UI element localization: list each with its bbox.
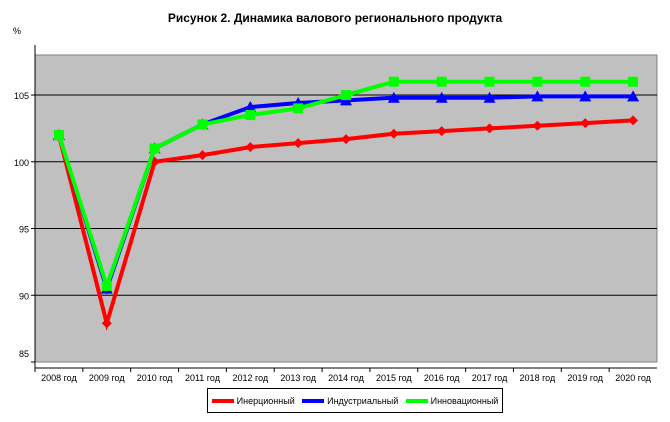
data-point-innovative bbox=[101, 280, 112, 291]
data-point-innovative bbox=[53, 130, 64, 141]
x-tick-label: 2019 год bbox=[567, 373, 603, 383]
data-point-innovative bbox=[245, 110, 256, 121]
legend-swatch-triangle-icon bbox=[302, 398, 325, 403]
data-point-innovative bbox=[197, 119, 208, 130]
data-point-innovative bbox=[341, 90, 351, 101]
legend-swatch-square-icon bbox=[405, 398, 428, 403]
data-point-industrial bbox=[579, 90, 592, 102]
y-tick-label: 90 bbox=[19, 291, 29, 301]
data-point-industrial bbox=[244, 101, 257, 113]
data-point-innovative bbox=[484, 76, 495, 87]
x-tick-label: 2015 год bbox=[376, 373, 412, 383]
legend-item-innovative: Инновационный bbox=[405, 395, 499, 406]
y-axis-label: % bbox=[13, 26, 21, 36]
data-point-inertial bbox=[101, 318, 112, 329]
data-point-industrial bbox=[483, 91, 496, 103]
data-point-industrial bbox=[387, 91, 400, 103]
data-point-innovative bbox=[293, 103, 304, 114]
x-tick-label: 2017 год bbox=[472, 373, 508, 383]
x-tick-label: 2020 год bbox=[615, 373, 651, 383]
data-point-inertial bbox=[436, 126, 447, 137]
data-point-innovative bbox=[149, 143, 160, 154]
data-point-inertial bbox=[245, 142, 256, 153]
x-tick-label: 2016 год bbox=[424, 373, 460, 383]
x-tick-label: 2008 год bbox=[41, 373, 77, 383]
data-point-inertial bbox=[388, 128, 399, 139]
legend-swatch-diamond-icon bbox=[211, 398, 234, 403]
data-point-industrial bbox=[627, 90, 640, 102]
y-tick-label: 105 bbox=[14, 91, 29, 101]
legend-item-industrial: Индустриальный bbox=[302, 396, 398, 406]
data-point-inertial bbox=[484, 123, 495, 134]
legend-item-inertial: Инерционный bbox=[211, 395, 295, 406]
data-point-inertial bbox=[532, 120, 543, 131]
data-point-industrial bbox=[531, 90, 544, 102]
y-tick-label: 95 bbox=[19, 225, 29, 235]
x-tick-label: 2018 год bbox=[520, 373, 556, 383]
data-point-innovative bbox=[436, 76, 447, 87]
chart-title: Рисунок 2. Динамика валового регионально… bbox=[167, 11, 503, 25]
data-point-inertial bbox=[341, 134, 351, 145]
data-point-inertial bbox=[628, 115, 639, 126]
data-point-innovative bbox=[580, 76, 591, 87]
data-point-inertial bbox=[293, 138, 304, 149]
data-point-innovative bbox=[628, 76, 639, 87]
legend-label: Инерционный bbox=[236, 395, 295, 406]
x-tick-label: 2014 год bbox=[328, 373, 364, 383]
data-point-innovative bbox=[388, 76, 399, 87]
x-tick-label: 2009 год bbox=[89, 373, 125, 383]
data-point-innovative bbox=[532, 76, 543, 87]
y-tick-label: 100 bbox=[14, 158, 29, 168]
data-point-inertial bbox=[197, 150, 208, 161]
legend-label: Индустриальный bbox=[327, 395, 399, 406]
data-point-inertial bbox=[580, 118, 591, 129]
x-tick-label: 2010 год bbox=[137, 373, 173, 383]
x-tick-label: 2013 год bbox=[280, 373, 316, 383]
legend-label: Инновационный bbox=[430, 395, 499, 406]
data-point-industrial bbox=[435, 91, 448, 103]
x-tick-label: 2012 год bbox=[232, 373, 268, 383]
y-tick-label: 85 bbox=[19, 349, 29, 359]
legend: Инерционный Индустриальный Инновационный bbox=[207, 388, 503, 413]
plot-area bbox=[34, 54, 658, 363]
x-tick-label: 2011 год bbox=[185, 373, 221, 383]
